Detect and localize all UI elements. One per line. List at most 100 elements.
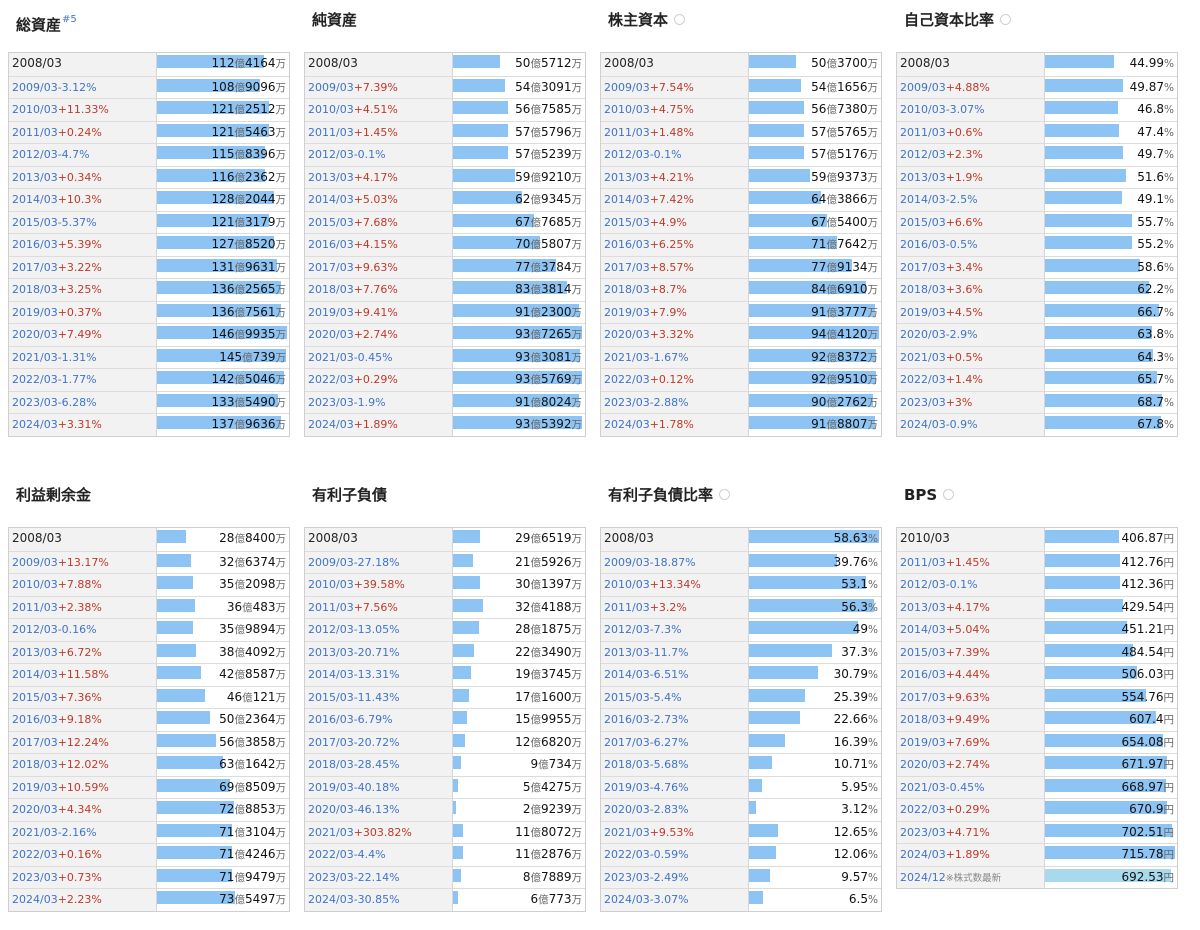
period-link[interactable]: 2018/03 — [308, 758, 354, 771]
period-link[interactable]: 2024/03 — [308, 418, 354, 431]
period-link[interactable]: 2020/03 — [604, 803, 650, 816]
row-label[interactable]: 2021/03-2.16% — [9, 821, 157, 843]
row-label[interactable]: 2021/03+303.82% — [305, 821, 453, 843]
period-link[interactable]: 2014/03 — [12, 193, 58, 206]
row-label[interactable]: 2022/03-1.77% — [9, 369, 157, 391]
period-link[interactable]: 2017/03 — [604, 260, 650, 274]
row-label[interactable]: 2015/03-5.37% — [9, 211, 157, 233]
row-label[interactable]: 2018/03+8.7% — [601, 279, 749, 301]
period-link[interactable]: 2012/03 — [604, 623, 650, 636]
period-link[interactable]: 2017/03 — [12, 260, 58, 274]
row-label[interactable]: 2010/03+13.34% — [601, 574, 749, 596]
row-label[interactable]: 2014/03+5.03% — [305, 189, 453, 211]
row-label[interactable]: 2015/03+4.9% — [601, 211, 749, 233]
period-link[interactable]: 2020/03 — [900, 328, 946, 341]
row-label[interactable]: 2022/03-0.59% — [601, 844, 749, 866]
period-link[interactable]: 2011/03 — [900, 555, 946, 569]
period-link[interactable]: 2014/03 — [12, 668, 58, 681]
row-label[interactable]: 2018/03+9.49% — [897, 709, 1045, 731]
row-label[interactable]: 2021/03+9.53% — [601, 821, 749, 843]
period-link[interactable]: 2011/03 — [604, 600, 650, 614]
period-link[interactable]: 2016/03 — [12, 238, 58, 251]
row-label[interactable]: 2016/03+4.15% — [305, 234, 453, 256]
period-link[interactable]: 2012/03 — [308, 623, 354, 636]
row-label[interactable]: 2014/03+5.04% — [897, 619, 1045, 641]
period-link[interactable]: 2019/03 — [900, 735, 946, 749]
period-link[interactable]: 2013/03 — [308, 645, 354, 659]
row-label[interactable]: 2020/03-2.9% — [897, 324, 1045, 346]
period-link[interactable]: 2022/03 — [604, 848, 650, 861]
row-label[interactable]: 2013/03+0.34% — [9, 166, 157, 188]
period-link[interactable]: 2016/03 — [604, 238, 650, 251]
row-label[interactable]: 2011/03+1.45% — [897, 551, 1045, 573]
period-link[interactable]: 2016/03 — [604, 713, 650, 726]
period-link[interactable]: 2018/03 — [308, 283, 354, 296]
row-label[interactable]: 2012/03-0.1% — [897, 574, 1045, 596]
period-link[interactable]: 2020/03 — [604, 328, 650, 341]
row-label[interactable]: 2012/03-0.1% — [601, 144, 749, 166]
row-label[interactable]: 2010/03+4.75% — [601, 99, 749, 121]
period-link[interactable]: 2019/03 — [900, 305, 946, 319]
row-label[interactable]: 2023/03+3% — [897, 391, 1045, 413]
row-label[interactable]: 2014/03-13.31% — [305, 664, 453, 686]
row-label[interactable]: 2013/03+4.21% — [601, 166, 749, 188]
period-link[interactable]: 2015/03 — [12, 690, 58, 704]
row-label[interactable]: 2012/03+2.3% — [897, 144, 1045, 166]
row-label[interactable]: 2012/03-4.7% — [9, 144, 157, 166]
period-link[interactable]: 2022/03 — [900, 803, 946, 816]
row-label[interactable]: 2017/03+8.57% — [601, 256, 749, 278]
period-link[interactable]: 2009/03 — [308, 80, 354, 94]
row-label[interactable]: 2010/03+11.33% — [9, 99, 157, 121]
row-label[interactable]: 2013/03+4.17% — [305, 166, 453, 188]
row-label[interactable]: 2012/03-0.16% — [9, 619, 157, 641]
row-label[interactable]: 2018/03-5.68% — [601, 754, 749, 776]
row-label[interactable]: 2016/03+4.44% — [897, 664, 1045, 686]
period-link[interactable]: 2023/03 — [308, 870, 354, 884]
row-label[interactable]: 2021/03+0.5% — [897, 346, 1045, 368]
period-link[interactable]: 2019/03 — [308, 305, 354, 319]
row-label[interactable]: 2018/03+3.25% — [9, 279, 157, 301]
row-label[interactable]: 2011/03+2.38% — [9, 596, 157, 618]
row-label[interactable]: 2023/03-2.88% — [601, 391, 749, 413]
period-link[interactable]: 2023/03 — [604, 395, 650, 409]
row-label[interactable]: 2024/03+3.31% — [9, 414, 157, 436]
period-link[interactable]: 2015/03 — [900, 645, 946, 659]
row-label[interactable]: 2023/03-1.9% — [305, 391, 453, 413]
row-label[interactable]: 2011/03+3.2% — [601, 596, 749, 618]
row-label[interactable]: 2024/03+1.89% — [305, 414, 453, 436]
period-link[interactable]: 2021/03 — [900, 780, 946, 794]
period-link[interactable]: 2023/03 — [604, 870, 650, 884]
row-label[interactable]: 2018/03+7.76% — [305, 279, 453, 301]
help-icon[interactable] — [1000, 14, 1012, 25]
row-label[interactable]: 2010/03+4.51% — [305, 99, 453, 121]
period-link[interactable]: 2010/03 — [12, 578, 58, 591]
help-icon[interactable] — [674, 14, 686, 25]
period-link[interactable]: 2019/03 — [604, 305, 650, 319]
row-label[interactable]: 2024/03-0.9% — [897, 414, 1045, 436]
period-link[interactable]: 2009/03 — [604, 80, 650, 94]
row-label[interactable]: 2024/03+1.89% — [897, 844, 1045, 866]
period-link[interactable]: 2017/03 — [604, 735, 650, 749]
help-icon[interactable] — [943, 489, 955, 500]
row-label[interactable]: 2019/03+7.9% — [601, 301, 749, 323]
row-label[interactable]: 2023/03+4.71% — [897, 821, 1045, 843]
row-label[interactable]: 2017/03+9.63% — [897, 686, 1045, 708]
period-link[interactable]: 2013/03 — [900, 600, 946, 614]
period-link[interactable]: 2018/03 — [604, 758, 650, 771]
row-label[interactable]: 2019/03+7.69% — [897, 731, 1045, 753]
period-link[interactable]: 2022/03 — [12, 848, 58, 861]
row-label[interactable]: 2023/03-6.28% — [9, 391, 157, 413]
period-link[interactable]: 2014/03 — [308, 668, 354, 681]
row-label[interactable]: 2018/03-28.45% — [305, 754, 453, 776]
row-label[interactable]: 2019/03-40.18% — [305, 776, 453, 798]
period-link[interactable]: 2024/03 — [12, 893, 58, 906]
row-label[interactable]: 2020/03-46.13% — [305, 799, 453, 821]
row-label[interactable]: 2018/03+12.02% — [9, 754, 157, 776]
row-label[interactable]: 2015/03-5.4% — [601, 686, 749, 708]
period-link[interactable]: 2020/03 — [900, 758, 946, 771]
period-link[interactable]: 2016/03 — [12, 713, 58, 726]
row-label[interactable]: 2022/03+0.29% — [305, 369, 453, 391]
row-label[interactable]: 2016/03+9.18% — [9, 709, 157, 731]
row-label[interactable]: 2015/03+6.6% — [897, 211, 1045, 233]
row-label[interactable]: 2013/03-20.71% — [305, 641, 453, 663]
